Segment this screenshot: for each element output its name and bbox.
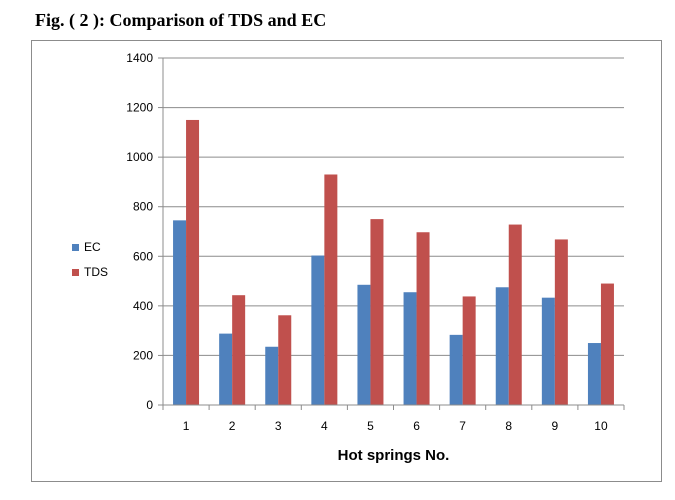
x-tick-label: 6 bbox=[413, 419, 420, 433]
legend: EC TDS bbox=[72, 240, 108, 279]
axes bbox=[158, 57, 625, 410]
y-tick-label: 1200 bbox=[126, 101, 153, 115]
y-tick-label: 800 bbox=[133, 200, 153, 214]
bar-tds bbox=[186, 119, 200, 405]
y-tick-label: 600 bbox=[133, 249, 153, 263]
bar-ec bbox=[311, 255, 325, 405]
bar-tds bbox=[600, 283, 614, 405]
bar-tds bbox=[278, 315, 292, 405]
x-tick-label: 1 bbox=[183, 419, 190, 433]
chart-frame bbox=[31, 40, 662, 482]
y-tick-label: 400 bbox=[133, 299, 153, 313]
y-tick-label: 200 bbox=[133, 348, 153, 362]
bar-tds bbox=[324, 174, 338, 405]
bar-ec bbox=[265, 346, 279, 405]
bar-ec bbox=[219, 333, 233, 405]
legend-label-ec: EC bbox=[84, 240, 101, 254]
figure-title: Fig. ( 2 ): Comparison of TDS and EC bbox=[35, 10, 327, 30]
x-tick-label: 7 bbox=[459, 419, 466, 433]
x-tick-label: 4 bbox=[321, 419, 328, 433]
x-tick-label: 3 bbox=[275, 419, 282, 433]
bar-ec bbox=[403, 292, 417, 405]
bar-tds bbox=[232, 295, 246, 405]
bar-ec bbox=[541, 297, 555, 405]
bar-tds bbox=[554, 239, 568, 405]
x-tick-labels: 1 2 3 4 5 6 7 8 9 10 bbox=[183, 419, 608, 433]
legend-swatch-tds bbox=[72, 269, 79, 276]
bar-tds bbox=[462, 296, 476, 405]
bar-ec bbox=[357, 284, 371, 405]
bar-ec bbox=[495, 287, 509, 405]
x-tick-label: 10 bbox=[594, 419, 608, 433]
y-tick-label: 0 bbox=[146, 398, 153, 412]
bar-tds bbox=[370, 219, 384, 405]
bar-tds bbox=[508, 224, 522, 405]
x-tick-label: 2 bbox=[229, 419, 236, 433]
bar-ec bbox=[587, 343, 601, 405]
bar-ec bbox=[449, 334, 463, 405]
y-tick-labels: 0 200 400 600 800 1000 1200 1400 bbox=[126, 51, 153, 412]
bar-ec bbox=[173, 220, 187, 405]
legend-label-tds: TDS bbox=[84, 265, 108, 279]
bars bbox=[173, 119, 614, 405]
x-axis-label: Hot springs No. bbox=[338, 447, 450, 464]
x-tick-label: 8 bbox=[505, 419, 512, 433]
y-tick-label: 1000 bbox=[126, 150, 153, 164]
bar-tds bbox=[416, 232, 430, 405]
x-tick-label: 9 bbox=[552, 419, 559, 433]
legend-swatch-ec bbox=[72, 244, 79, 251]
x-tick-label: 5 bbox=[367, 419, 374, 433]
y-tick-label: 1400 bbox=[126, 51, 153, 65]
